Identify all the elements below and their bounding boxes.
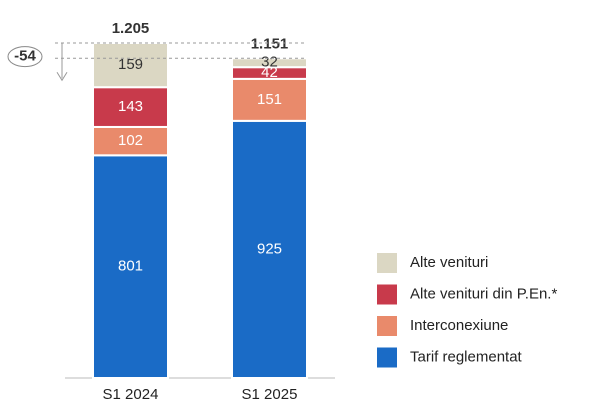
diff-label: -54 xyxy=(14,48,36,65)
legend-label: Interconexiune xyxy=(410,317,508,334)
value-label: 925 xyxy=(257,240,282,257)
total-label: 1.151 xyxy=(251,35,289,52)
value-label: 151 xyxy=(257,91,282,108)
bar-segment xyxy=(231,57,308,69)
value-label: 102 xyxy=(118,132,143,149)
value-label: 159 xyxy=(118,56,143,73)
value-label: 32 xyxy=(261,54,278,71)
legend-swatch xyxy=(377,347,397,368)
x-tick-label: S1 2025 xyxy=(242,386,298,403)
bar-segment xyxy=(231,77,308,122)
value-label: 42 xyxy=(261,64,278,81)
diff-badge xyxy=(7,46,43,68)
x-tick-label: S1 2024 xyxy=(103,386,159,403)
legend-label: Tarif reglementat xyxy=(410,348,523,365)
total-label: 1.205 xyxy=(112,20,150,37)
bar-segment xyxy=(92,125,169,157)
bar-segment xyxy=(92,154,169,379)
legend-label: Alte venituri din P.En.* xyxy=(410,285,557,302)
arrow-head xyxy=(56,72,68,82)
bar-segment xyxy=(231,119,308,380)
legend-swatch xyxy=(377,284,397,305)
value-label: 801 xyxy=(118,258,143,275)
value-label: 143 xyxy=(118,98,143,115)
bar-segment xyxy=(92,42,169,89)
legend-swatch xyxy=(377,253,397,273)
legend-label: Alte venituri xyxy=(410,254,488,271)
legend-swatch xyxy=(377,316,397,336)
